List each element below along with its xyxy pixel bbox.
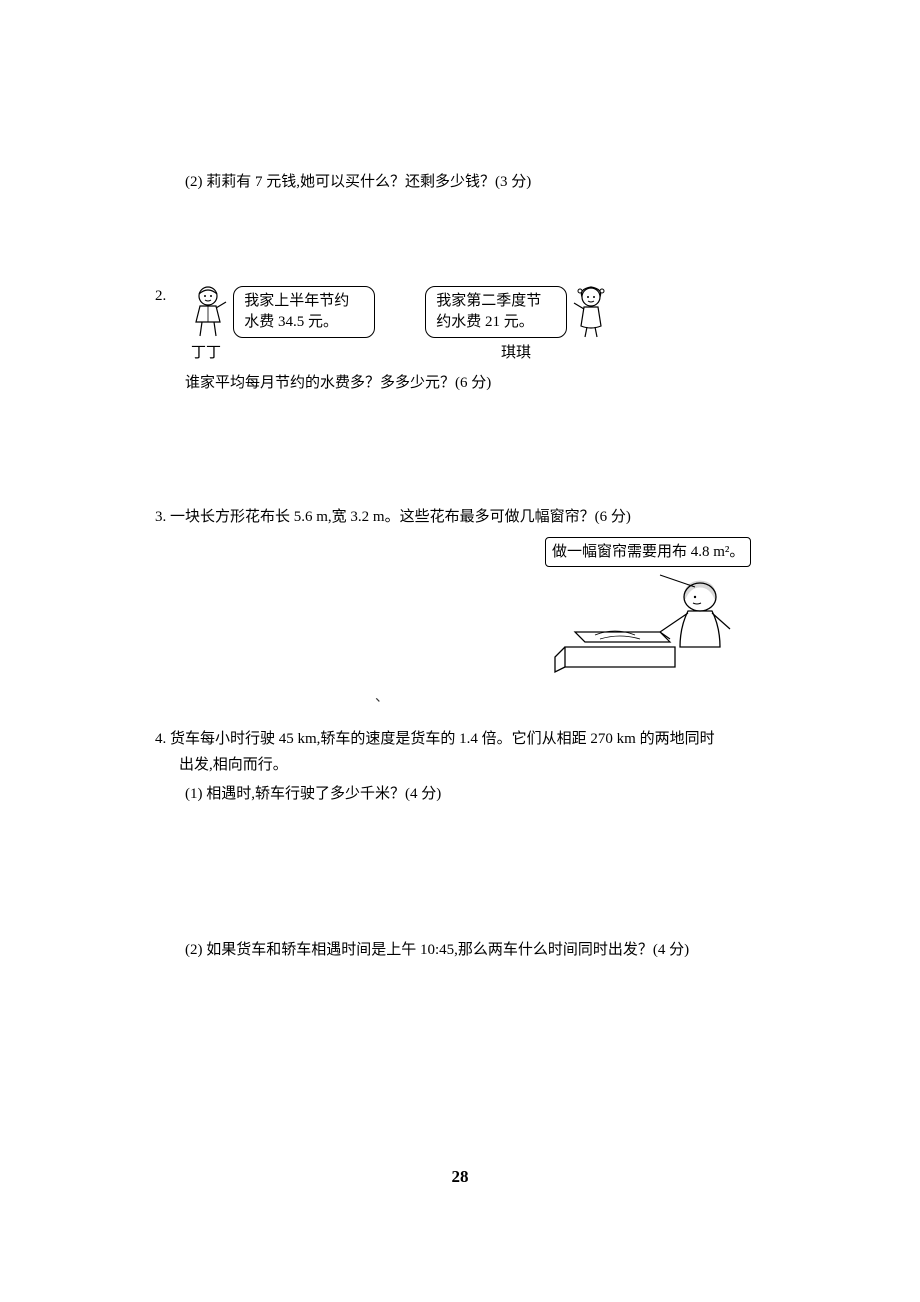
q2-person1-group: 我家上半年节约 水费 34.5 元。 xyxy=(186,284,375,339)
q4-sub2: (2) 如果货车和轿车相遇时间是上午 10:45,那么两车什么时间同时出发？(4… xyxy=(185,938,790,964)
q3-figure: 做一幅窗帘需要用布 4.8 m²。 xyxy=(545,537,790,677)
q4-sub1: (1) 相遇时,轿车行驶了多少千米？(4 分) xyxy=(185,782,790,808)
q2-question-text: 谁家平均每月节约的水费多？多多少元？(6 分) xyxy=(185,371,790,395)
q2-person2-group: 我家第二季度节 约水费 21 元。 xyxy=(425,284,614,339)
question-2: 2. 我家上半年节约 水费 34.5 元。 xyxy=(155,284,790,395)
stray-mark: 、 xyxy=(375,687,389,709)
boy-icon xyxy=(186,284,231,339)
q2-number: 2. xyxy=(155,284,166,308)
q2-bubble2-line2: 约水费 21 元。 xyxy=(436,312,556,333)
question-3: 3. 一块长方形花布长 5.6 m,宽 3.2 m。这些花布最多可做几幅窗帘？(… xyxy=(155,505,790,677)
q2-name2: 琪琪 xyxy=(501,341,531,365)
q4-line2: 出发,相向而行。 xyxy=(179,753,790,779)
q2-bubble1-line1: 我家上半年节约 xyxy=(244,291,364,312)
q4-line1: 4. 货车每小时行驶 45 km,轿车的速度是货车的 1.4 倍。它们从相距 2… xyxy=(155,727,790,753)
q2-bubble1-line2: 水费 34.5 元。 xyxy=(244,312,364,333)
q3-text: 3. 一块长方形花布长 5.6 m,宽 3.2 m。这些花布最多可做几幅窗帘？(… xyxy=(155,505,790,529)
sewing-girl-icon xyxy=(545,567,755,677)
question-4: 4. 货车每小时行驶 45 km,轿车的速度是货车的 1.4 倍。它们从相距 2… xyxy=(155,727,790,963)
page-number: 28 xyxy=(0,1167,920,1187)
q3-bubble: 做一幅窗帘需要用布 4.8 m²。 xyxy=(545,537,751,567)
q2-name1: 丁丁 xyxy=(191,341,221,365)
page-content: (2) 莉莉有 7 元钱,她可以买什么？还剩多少钱？(3 分) 2. xyxy=(0,0,920,963)
q2-bubble2: 我家第二季度节 约水费 21 元。 xyxy=(425,286,567,338)
girl-icon xyxy=(569,284,614,339)
q2-bubble1: 我家上半年节约 水费 34.5 元。 xyxy=(233,286,375,338)
q-prev-sub2: (2) 莉莉有 7 元钱,她可以买什么？还剩多少钱？(3 分) xyxy=(185,170,790,194)
q2-bubble2-line1: 我家第二季度节 xyxy=(436,291,556,312)
